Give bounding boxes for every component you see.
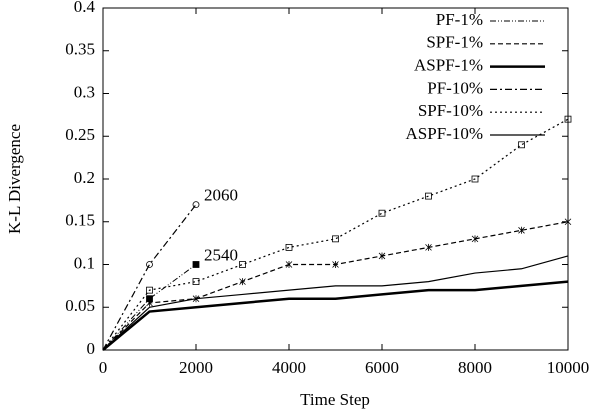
x-tick-label: 0 xyxy=(99,358,108,377)
marker xyxy=(564,218,572,226)
legend-label: SPF-1% xyxy=(426,33,483,52)
x-tick-label: 10000 xyxy=(547,358,590,377)
marker xyxy=(378,209,386,217)
x-tick-label: 8000 xyxy=(458,358,492,377)
marker xyxy=(192,278,200,286)
marker xyxy=(425,192,432,200)
marker xyxy=(192,201,200,209)
marker xyxy=(518,226,525,234)
marker xyxy=(146,261,153,268)
legend-label: ASPF-10% xyxy=(406,124,483,143)
y-tick-label: 0.05 xyxy=(65,296,95,315)
marker xyxy=(378,252,386,260)
y-tick-label: 0.35 xyxy=(65,40,95,59)
marker xyxy=(285,243,293,251)
annotation: 2540 xyxy=(204,245,238,264)
marker xyxy=(564,115,572,123)
marker xyxy=(239,261,246,268)
legend-label: PF-10% xyxy=(427,78,483,97)
marker xyxy=(332,235,339,243)
y-tick-label: 0.15 xyxy=(65,211,95,230)
marker xyxy=(239,278,246,286)
x-axis-label: Time Step xyxy=(300,390,370,409)
legend-label: PF-1% xyxy=(436,10,483,29)
series-line xyxy=(102,280,569,351)
marker xyxy=(192,261,200,268)
marker xyxy=(332,261,339,268)
x-tick-label: 6000 xyxy=(365,358,399,377)
legend-label: SPF-10% xyxy=(418,101,483,120)
y-tick-label: 0.3 xyxy=(74,82,95,101)
series-line xyxy=(102,118,569,351)
legend-label: ASPF-1% xyxy=(414,56,483,75)
y-tick-label: 0.4 xyxy=(74,0,96,16)
marker xyxy=(146,299,153,307)
marker xyxy=(285,261,293,268)
series-line xyxy=(102,204,197,351)
marker xyxy=(471,175,479,183)
series-line xyxy=(102,255,569,351)
y-tick-label: 0 xyxy=(87,339,96,358)
marker xyxy=(518,141,525,149)
annotation: 2060 xyxy=(204,186,238,205)
marker xyxy=(425,243,432,251)
marker xyxy=(471,235,479,243)
x-tick-label: 2000 xyxy=(179,358,213,377)
marker xyxy=(146,286,153,294)
y-axis-label: K-L Divergence xyxy=(5,124,24,234)
x-tick-label: 4000 xyxy=(272,358,306,377)
y-tick-label: 0.1 xyxy=(74,253,95,272)
y-tick-label: 0.25 xyxy=(65,125,95,144)
y-tick-label: 0.2 xyxy=(74,168,95,187)
